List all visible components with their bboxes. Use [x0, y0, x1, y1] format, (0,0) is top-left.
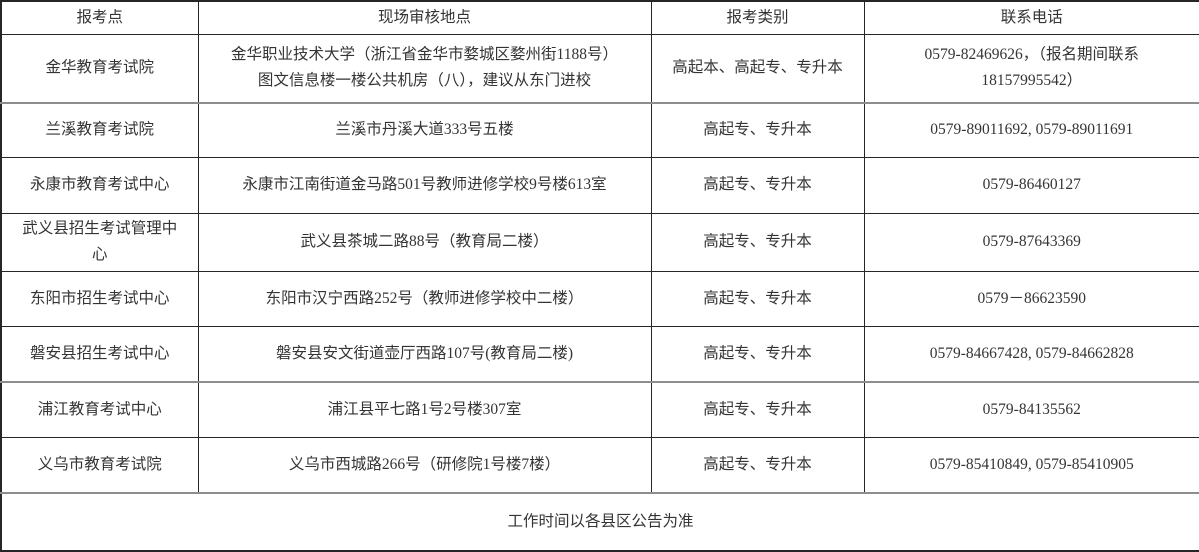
table-row: 金华教育考试院 金华职业技术大学（浙江省金华市婺城区婺州街1188号） 图文信息…	[0, 33, 1199, 104]
header-site: 报考点	[0, 0, 199, 35]
cell-site: 兰溪教育考试院	[0, 102, 199, 159]
table-row: 东阳市招生考试中心 东阳市汉宁西路252号（教师进修学校中二楼） 高起专、专升本…	[0, 270, 1199, 328]
cell-address: 武义县茶城二路88号（教育局二楼）	[197, 212, 652, 272]
cell-address: 东阳市汉宁西路252号（教师进修学校中二楼）	[197, 270, 652, 328]
table-footer-row: 工作时间以各县区公告为准	[1, 492, 1199, 552]
cell-category: 高起专、专升本	[650, 381, 865, 438]
cell-phone: 0579-82469626，（报名期间联系 18157995542）	[863, 33, 1199, 104]
cell-phone: 0579-86460127	[863, 157, 1199, 214]
table-row: 兰溪教育考试院 兰溪市丹溪大道333号五楼 高起专、专升本 0579-89011…	[0, 102, 1199, 159]
cell-address: 浦江县平七路1号2号楼307室	[197, 381, 652, 438]
table-row: 义乌市教育考试院 义乌市西城路266号（研修院1号楼7楼） 高起专、专升本 05…	[0, 436, 1199, 494]
cell-site: 东阳市招生考试中心	[0, 270, 199, 328]
cell-address: 义乌市西城路266号（研修院1号楼7楼）	[197, 436, 652, 494]
table-row: 磐安县招生考试中心 磐安县安文街道壶厅西路107号(教育局二楼) 高起专、专升本…	[0, 326, 1199, 383]
cell-phone: 0579-84135562	[863, 381, 1199, 438]
cell-category: 高起专、专升本	[650, 270, 865, 328]
cell-site: 义乌市教育考试院	[0, 436, 199, 494]
cell-site: 永康市教育考试中心	[0, 157, 199, 214]
table-header-row: 报考点 现场审核地点 报考类别 联系电话	[0, 0, 1199, 35]
cell-address: 金华职业技术大学（浙江省金华市婺城区婺州街1188号） 图文信息楼一楼公共机房（…	[197, 33, 652, 104]
table-row: 武义县招生考试管理中 心 武义县茶城二路88号（教育局二楼） 高起专、专升本 0…	[0, 212, 1199, 272]
table-row: 永康市教育考试中心 永康市江南街道金马路501号教师进修学校9号楼613室 高起…	[0, 157, 1199, 214]
header-phone: 联系电话	[863, 0, 1199, 35]
cell-phone: 0579-87643369	[863, 212, 1199, 272]
cell-site: 金华教育考试院	[0, 33, 199, 104]
cell-category: 高起专、专升本	[650, 157, 865, 214]
cell-category: 高起专、专升本	[650, 436, 865, 494]
cell-category: 高起专、专升本	[650, 102, 865, 159]
cell-site: 磐安县招生考试中心	[0, 326, 199, 383]
cell-phone: 0579-85410849, 0579-85410905	[863, 436, 1199, 494]
cell-category: 高起专、专升本	[650, 326, 865, 383]
cell-category: 高起本、高起专、专升本	[650, 33, 865, 104]
header-category: 报考类别	[650, 0, 865, 35]
cell-address: 磐安县安文街道壶厅西路107号(教育局二楼)	[197, 326, 652, 383]
header-address: 现场审核地点	[197, 0, 652, 35]
cell-phone: 0579－86623590	[863, 270, 1199, 328]
cell-phone: 0579-89011692, 0579-89011691	[863, 102, 1199, 159]
cell-address: 兰溪市丹溪大道333号五楼	[197, 102, 652, 159]
cell-category: 高起专、专升本	[650, 212, 865, 272]
cell-site: 浦江教育考试中心	[0, 381, 199, 438]
table-row: 浦江教育考试中心 浦江县平七路1号2号楼307室 高起专、专升本 0579-84…	[0, 381, 1199, 438]
table-footer-note: 工作时间以各县区公告为准	[1, 492, 1199, 552]
cell-phone: 0579-84667428, 0579-84662828	[863, 326, 1199, 383]
cell-site: 武义县招生考试管理中 心	[0, 212, 199, 272]
cell-address: 永康市江南街道金马路501号教师进修学校9号楼613室	[197, 157, 652, 214]
